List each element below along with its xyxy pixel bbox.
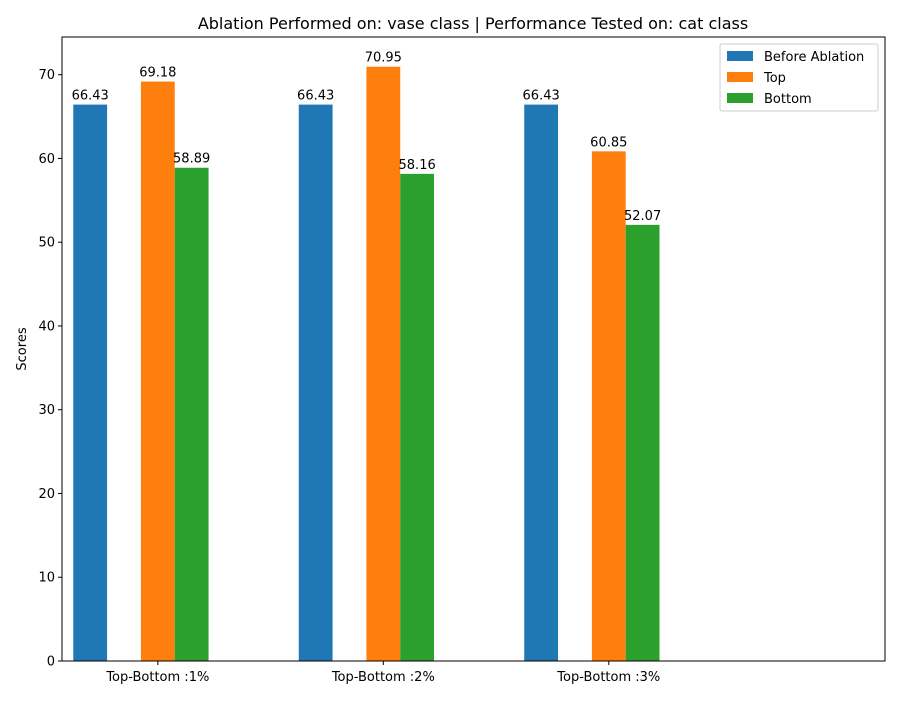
x-tick-label-1: Top-Bottom :2% — [331, 670, 435, 685]
x-tick-label-2: Top-Bottom :3% — [556, 670, 660, 685]
value-label-series-1-cat-2: 60.85 — [590, 135, 627, 150]
bar-series-0-cat-2 — [524, 104, 559, 661]
y-tick-label-7: 70 — [38, 68, 55, 83]
y-tick-label-4: 40 — [38, 319, 55, 334]
bar-series-0-cat-1 — [298, 104, 333, 661]
bars-layer — [73, 66, 660, 662]
legend-label-0: Before Ablation — [764, 50, 864, 65]
value-label-series-2-cat-1: 58.16 — [399, 158, 436, 173]
y-tick-label-6: 60 — [38, 152, 55, 167]
bar-series-1-cat-1 — [366, 66, 401, 661]
value-label-series-1-cat-0: 69.18 — [139, 66, 176, 81]
value-label-series-2-cat-2: 52.07 — [624, 209, 661, 224]
bar-series-0-cat-0 — [73, 104, 108, 661]
bar-series-2-cat-1 — [400, 173, 435, 661]
plot-frame — [61, 36, 886, 662]
y-tick-label-3: 30 — [38, 403, 55, 418]
legend: Before Ablation Top Bottom — [719, 43, 879, 112]
value-labels-layer: 66.43 66.43 66.43 69.18 70.95 60.85 58.89 58.16… — [72, 51, 662, 224]
y-tick-label-5: 50 — [38, 236, 55, 251]
value-label-series-0-cat-2: 66.43 — [523, 89, 560, 104]
legend-label-2: Bottom — [764, 92, 812, 107]
y-tick-label-2: 20 — [38, 487, 55, 502]
bar-series-1-cat-2 — [591, 151, 626, 661]
bar-series-2-cat-2 — [625, 224, 660, 662]
value-label-series-2-cat-0: 58.89 — [173, 152, 210, 167]
y-axis-label: Scores — [15, 327, 30, 370]
y-tick-label-0: 0 — [47, 655, 55, 670]
legend-box — [719, 43, 879, 112]
chart-title: Ablation Performed on: vase class | Perf… — [198, 14, 748, 33]
legend-swatch-2 — [727, 93, 753, 103]
axes-layer: 0 10 20 30 40 50 60 70 Top-Bottom :1% Top-Bottom … — [38, 36, 886, 685]
legend-label-1: Top — [763, 71, 786, 86]
value-label-series-1-cat-1: 70.95 — [365, 51, 402, 66]
bar-series-2-cat-0 — [174, 167, 209, 662]
legend-swatch-1 — [727, 72, 753, 82]
y-tick-label-1: 10 — [38, 571, 55, 586]
bar-series-1-cat-0 — [140, 81, 175, 662]
value-label-series-0-cat-0: 66.43 — [72, 89, 109, 104]
value-label-series-0-cat-1: 66.43 — [297, 89, 334, 104]
legend-swatch-0 — [727, 51, 753, 61]
x-tick-label-0: Top-Bottom :1% — [105, 670, 209, 685]
